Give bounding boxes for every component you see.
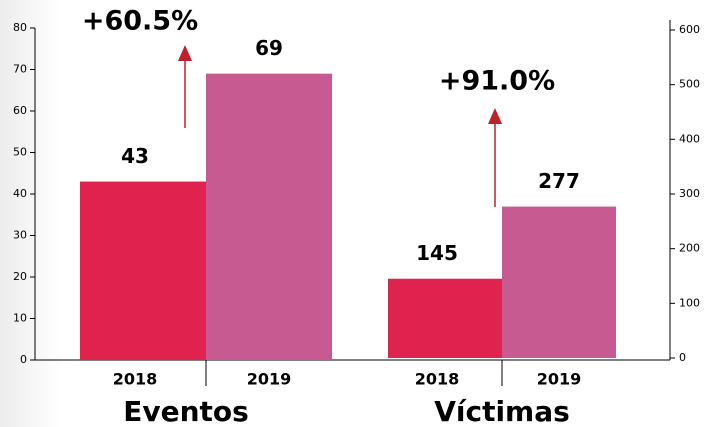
y2-tick-label: 500 (679, 78, 700, 91)
bar (206, 73, 332, 361)
group-label: Eventos (123, 395, 249, 427)
y-tick-label: 40 (13, 187, 27, 200)
value-label: 145 (416, 241, 458, 265)
bar (502, 206, 616, 358)
value-label: 277 (538, 169, 580, 193)
arrow-head (488, 108, 502, 124)
y-tick-label: 10 (13, 312, 27, 325)
y2-tick-label: 400 (679, 132, 700, 145)
year-label: 2019 (247, 370, 292, 389)
year-label: 2019 (537, 370, 582, 389)
year-label: 2018 (113, 370, 158, 389)
annotation: +91.0% (439, 66, 555, 97)
y-tick-label: 60 (13, 104, 27, 117)
y2-tick-label: 100 (679, 296, 700, 309)
group-label: Víctimas (434, 395, 570, 427)
bar (80, 181, 206, 360)
bar (388, 278, 502, 358)
y-tick-label: 0 (20, 353, 27, 366)
y2-tick-label: 300 (679, 187, 700, 200)
y-tick-label: 70 (13, 63, 27, 76)
y-tick-label: 80 (13, 21, 27, 34)
annotation: +60.5% (82, 6, 198, 37)
value-label: 69 (255, 36, 283, 60)
y2-tick-label: 200 (679, 242, 700, 255)
year-label: 2018 (415, 370, 460, 389)
y2-tick-label: 0 (679, 351, 686, 364)
value-label: 43 (121, 144, 149, 168)
arrow-head (178, 45, 192, 61)
y-tick-label: 20 (13, 270, 27, 283)
y-tick-label: 50 (13, 146, 27, 159)
y2-tick-label: 600 (679, 23, 700, 36)
y-tick-label: 30 (13, 229, 27, 242)
